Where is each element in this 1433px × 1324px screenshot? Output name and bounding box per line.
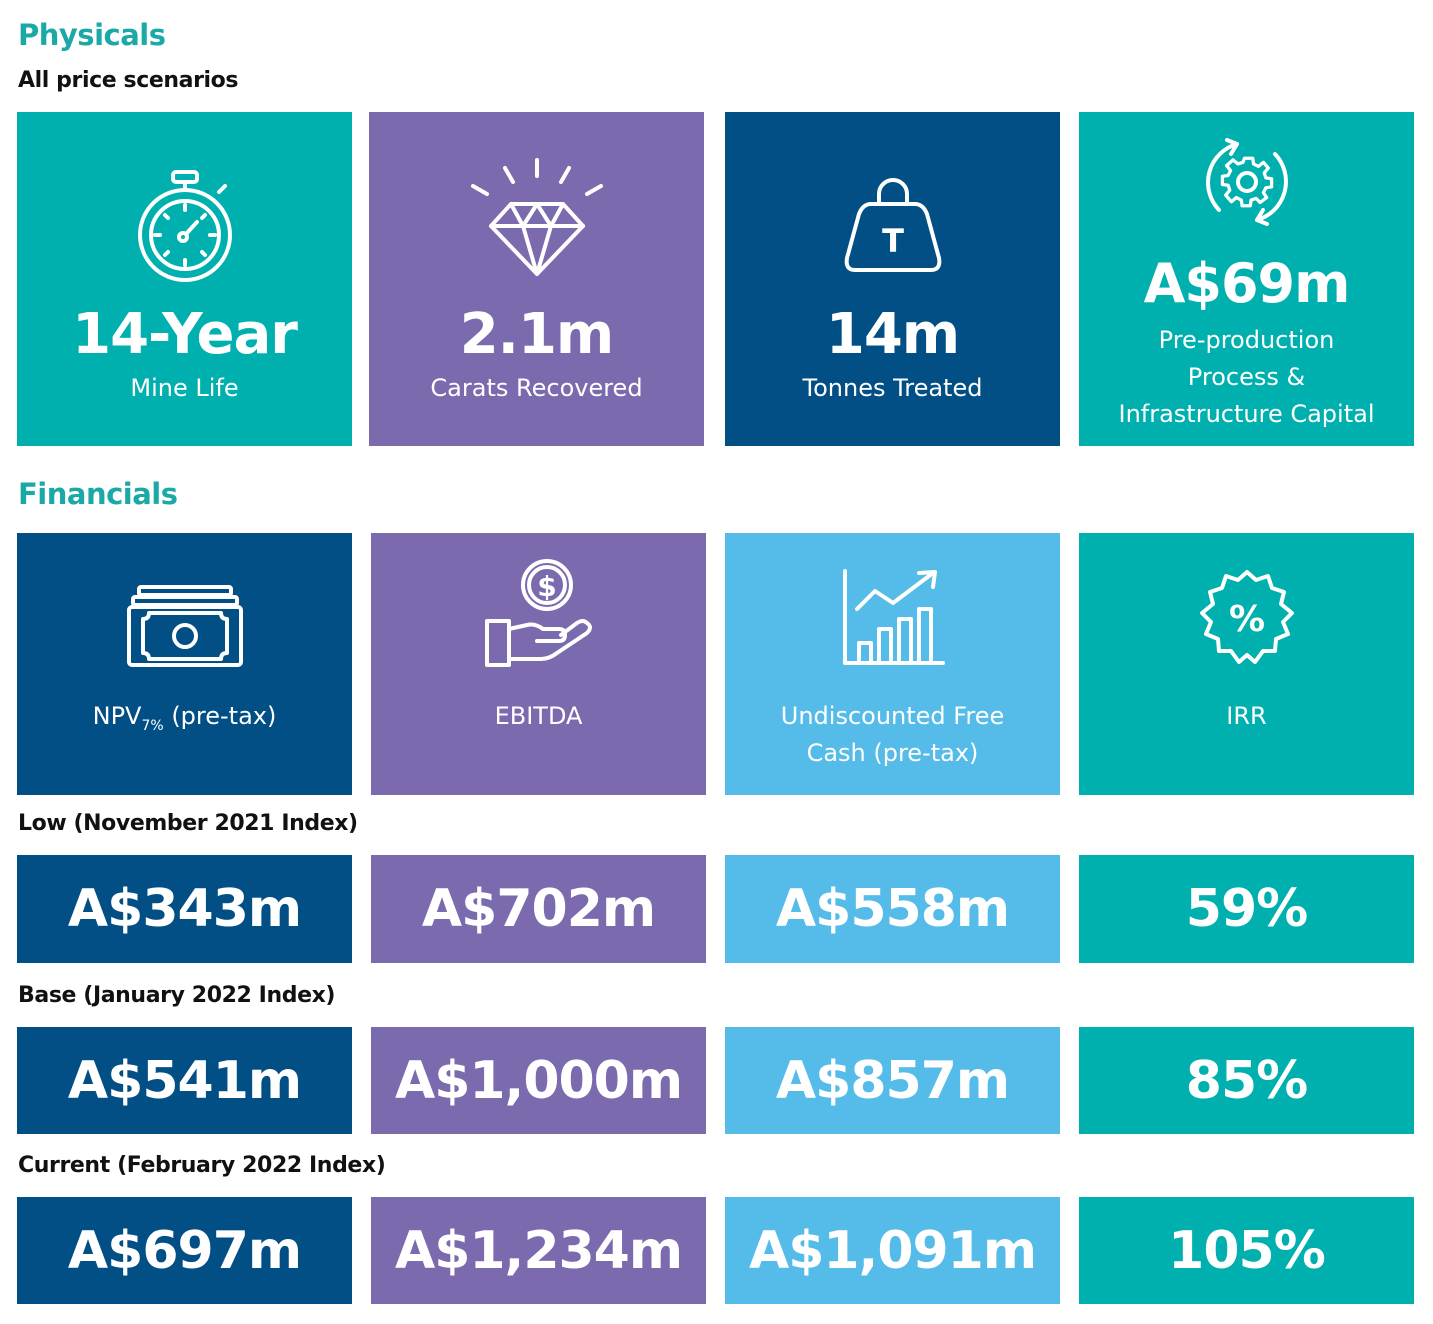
diamond-icon [369,158,704,278]
current-scenario-label: Current (February 2022 Index) [18,1153,386,1178]
banknote-icon [17,585,352,669]
tonnes-treated-value: 14m [825,302,960,367]
npv-metric-label: NPV7% (pre-tax) [92,702,277,734]
low-irr-value: 59% [1079,855,1414,963]
irr-metric-label: IRR [1226,702,1267,730]
low-scenario-label: Low (November 2021 Index) [18,811,358,836]
svg-text:$: $ [537,570,556,603]
stopwatch-icon [17,170,352,282]
tonnes-treated-tile: T 14m Tonnes Treated [725,112,1060,446]
percent-badge-icon: % [1079,569,1414,667]
coin-hand-icon: $ [371,559,706,669]
npv-metric-tile: NPV7% (pre-tax) [17,533,352,795]
free-cash-label-line-2: Cash (pre-tax) [806,739,979,767]
base-npv-value: A$541m [17,1027,352,1134]
capital-value: A$69m [1143,252,1351,315]
free-cash-label-line-1: Undiscounted Free [780,702,1005,730]
carats-recovered-value: 2.1m [459,302,615,367]
base-irr-value: 85% [1079,1027,1414,1134]
svg-text:T: T [882,222,904,260]
low-npv-value: A$343m [17,855,352,963]
capital-label-line-2: Process & [1187,363,1306,391]
base-ebitda-value: A$1,000m [371,1027,706,1134]
capital-label-line-3: Infrastructure Capital [1118,400,1375,428]
current-irr-value: 105% [1079,1197,1414,1304]
svg-text:%: % [1228,599,1264,640]
base-scenario-label: Base (January 2022 Index) [18,983,336,1008]
mine-life-tile: 14-Year Mine Life [17,112,352,446]
current-npv-value: A$697m [17,1197,352,1304]
free-cash-metric-tile: Undiscounted Free Cash (pre-tax) [725,533,1060,795]
carats-recovered-tile: 2.1m Carats Recovered [369,112,704,446]
base-free-cash-value: A$857m [725,1027,1060,1134]
capital-tile: A$69m Pre-production Process & Infrastru… [1079,112,1414,446]
all-price-scenarios-subheading: All price scenarios [18,68,239,93]
mine-life-label: Mine Life [130,374,239,402]
current-ebitda-value: A$1,234m [371,1197,706,1304]
financials-heading: Financials [18,477,178,511]
tonnes-treated-label: Tonnes Treated [802,374,983,402]
physicals-heading: Physicals [18,18,166,52]
low-free-cash-value: A$558m [725,855,1060,963]
capital-label-line-1: Pre-production [1158,326,1335,354]
ebitda-metric-tile: $ EBITDA [371,533,706,795]
carats-recovered-label: Carats Recovered [430,374,643,402]
current-free-cash-value: A$1,091m [725,1197,1060,1304]
ebitda-metric-label: EBITDA [494,702,583,730]
growth-chart-icon [725,569,1060,667]
gear-cycle-icon [1079,136,1414,228]
tonne-weight-icon: T [725,178,1060,274]
low-ebitda-value: A$702m [371,855,706,963]
irr-metric-tile: % IRR [1079,533,1414,795]
mine-life-value: 14-Year [72,302,298,367]
